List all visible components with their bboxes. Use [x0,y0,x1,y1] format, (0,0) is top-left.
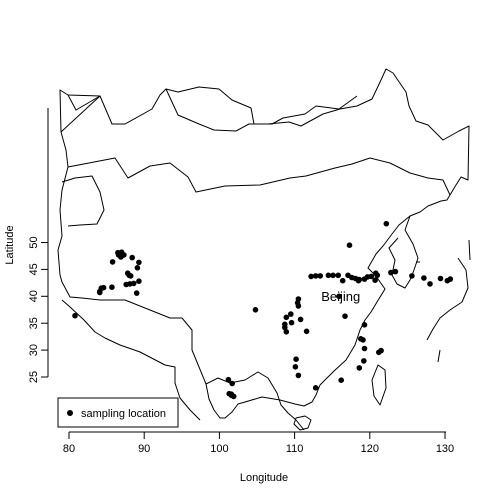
sampling-point [393,269,399,275]
points-layer [72,221,453,399]
legend-label: sampling location [81,408,166,420]
sampling-point [229,391,235,397]
sampling-point [384,221,390,227]
sampling-point [123,282,129,288]
russia-kazakh-border [61,96,450,195]
sampling-point [313,385,319,391]
x-tick-label: 90 [138,443,150,455]
sampling-point [342,313,348,319]
sampling-point [298,317,304,323]
sampling-point [362,322,368,328]
sampling-point [97,290,103,296]
y-tick-label: 50 [28,236,40,248]
taiwan-island [372,365,386,405]
y-tick-label: 30 [28,344,40,356]
city-layer: Beijing [321,289,360,304]
legend-marker [67,410,73,416]
sampling-point [372,277,378,283]
x-tick-label: 130 [436,443,454,455]
legend: sampling location [58,398,178,427]
sampling-point [288,311,294,317]
y-tick-label: 35 [28,317,40,329]
japan-coast [427,240,470,362]
sampling-point [134,290,140,296]
sampling-point [340,278,346,284]
y-tick-label: 45 [28,263,40,275]
sampling-point [361,358,367,364]
x-axis-title: Longitude [240,472,288,484]
outline-group [58,69,470,430]
sampling-point [362,346,368,352]
sampling-point [253,307,259,313]
y-tick-label: 40 [28,290,40,302]
sampling-point [135,265,141,271]
sampling-point [293,356,299,362]
sampling-point [136,260,142,266]
sampling-point [347,242,353,248]
sampling-point [357,365,363,371]
sampling-point [136,278,142,284]
city-label: Beijing [321,289,360,304]
x-tick-label: 120 [361,443,379,455]
x-axis: 80 90 100 110 120 130 [63,432,454,455]
x-tick-label: 110 [286,443,304,455]
sampling-point [72,313,78,319]
sampling-point [376,350,382,356]
sampling-point [289,320,295,326]
x-tick-label: 80 [63,443,75,455]
sampling-point [129,255,135,261]
x-tick-label: 100 [210,443,228,455]
sampling-point [110,259,116,265]
y-axis-title: Latitude [4,225,16,264]
sampling-point [427,281,433,287]
sampling-point [421,275,427,281]
sampling-point [338,377,344,383]
sampling-point [330,273,336,279]
sampling-point [229,381,235,387]
sampling-point [284,329,290,335]
y-tick-label: 25 [28,371,40,383]
sampling-point [445,278,451,284]
sampling-point [128,273,134,279]
sampling-point [304,329,310,335]
sampling-point [296,373,302,379]
nw-boundary [62,176,104,226]
sampling-point [335,273,341,279]
sampling-point [409,273,415,279]
sampling-point [356,278,362,284]
china-border [58,69,469,418]
sampling-point [373,270,379,276]
sampling-point [296,303,302,309]
mongolia-border [68,89,357,131]
sampling-point [284,315,290,321]
sampling-point [438,276,444,282]
sampling-point [109,284,115,290]
sampling-point [293,364,299,370]
korea-coast [389,216,420,288]
sampling-point [118,254,124,260]
sampling-point [317,273,323,279]
sampling-point [360,337,366,343]
y-axis: 25 30 35 40 45 50 [28,108,48,383]
